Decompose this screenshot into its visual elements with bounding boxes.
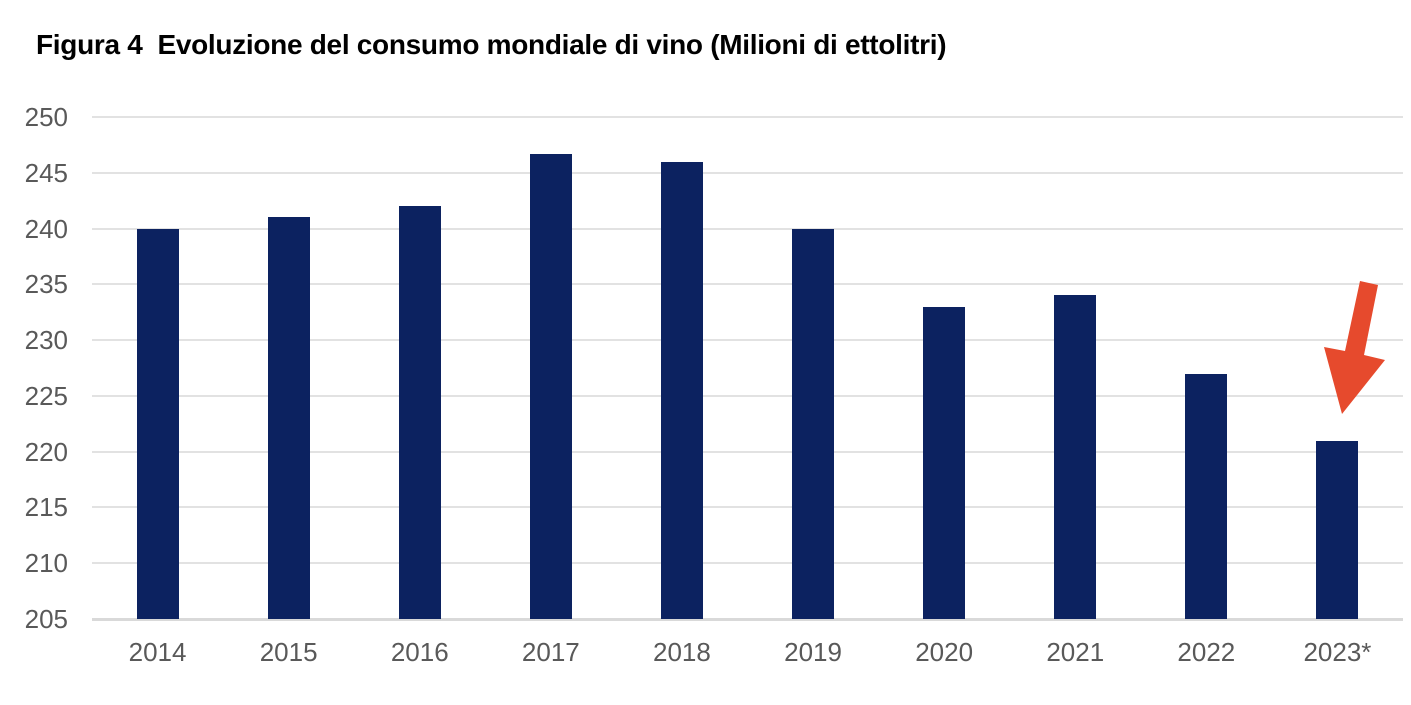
- y-axis-label: 205: [24, 604, 68, 634]
- gridline: [92, 450, 1403, 453]
- gridline: [92, 562, 1403, 565]
- x-axis-baseline: [92, 618, 1403, 621]
- bar-2020: [923, 306, 966, 619]
- x-axis-label: 2016: [390, 637, 449, 667]
- y-axis-label: 210: [24, 548, 68, 579]
- bar-2015: [267, 217, 310, 619]
- y-axis-label: 235: [24, 269, 68, 300]
- x-axis-label: 2019: [784, 637, 842, 667]
- y-axis-label: 220: [24, 436, 68, 467]
- y-axis-label: 225: [24, 380, 68, 411]
- bar-2017: [529, 153, 572, 619]
- bar-2016: [398, 206, 441, 619]
- x-axis-label: 2022: [1177, 637, 1236, 667]
- x-axis-label: 2018: [653, 637, 711, 667]
- x-axis-label: 2014: [128, 637, 187, 667]
- x-axis-label: 2023*: [1303, 637, 1372, 667]
- y-axis-label: 245: [24, 157, 68, 188]
- bar-2022: [1185, 373, 1228, 619]
- x-axis-label: 2015: [259, 637, 318, 667]
- bar-2023: [1316, 440, 1359, 619]
- y-axis-label: 240: [24, 213, 68, 244]
- bar-2018: [660, 161, 703, 619]
- bar-2019: [792, 228, 835, 619]
- bar-2014: [136, 228, 179, 619]
- gridline: [92, 227, 1403, 230]
- y-axis-label: 215: [24, 492, 68, 523]
- gridline: [92, 394, 1403, 397]
- gridline: [92, 171, 1403, 174]
- bar-2021: [1054, 295, 1097, 619]
- gridline: [92, 283, 1403, 286]
- y-axis-label: 230: [24, 325, 68, 356]
- x-axis-label: 2017: [521, 637, 580, 667]
- y-axis-label: 250: [24, 102, 68, 132]
- gridline: [92, 339, 1403, 342]
- gridline: [92, 116, 1403, 118]
- x-axis-label: 2021: [1046, 637, 1105, 667]
- gridline: [92, 506, 1403, 509]
- x-axis-label: 2020: [915, 637, 974, 667]
- chart-title: Figura 4 Evoluzione del consumo mondiale…: [36, 29, 947, 60]
